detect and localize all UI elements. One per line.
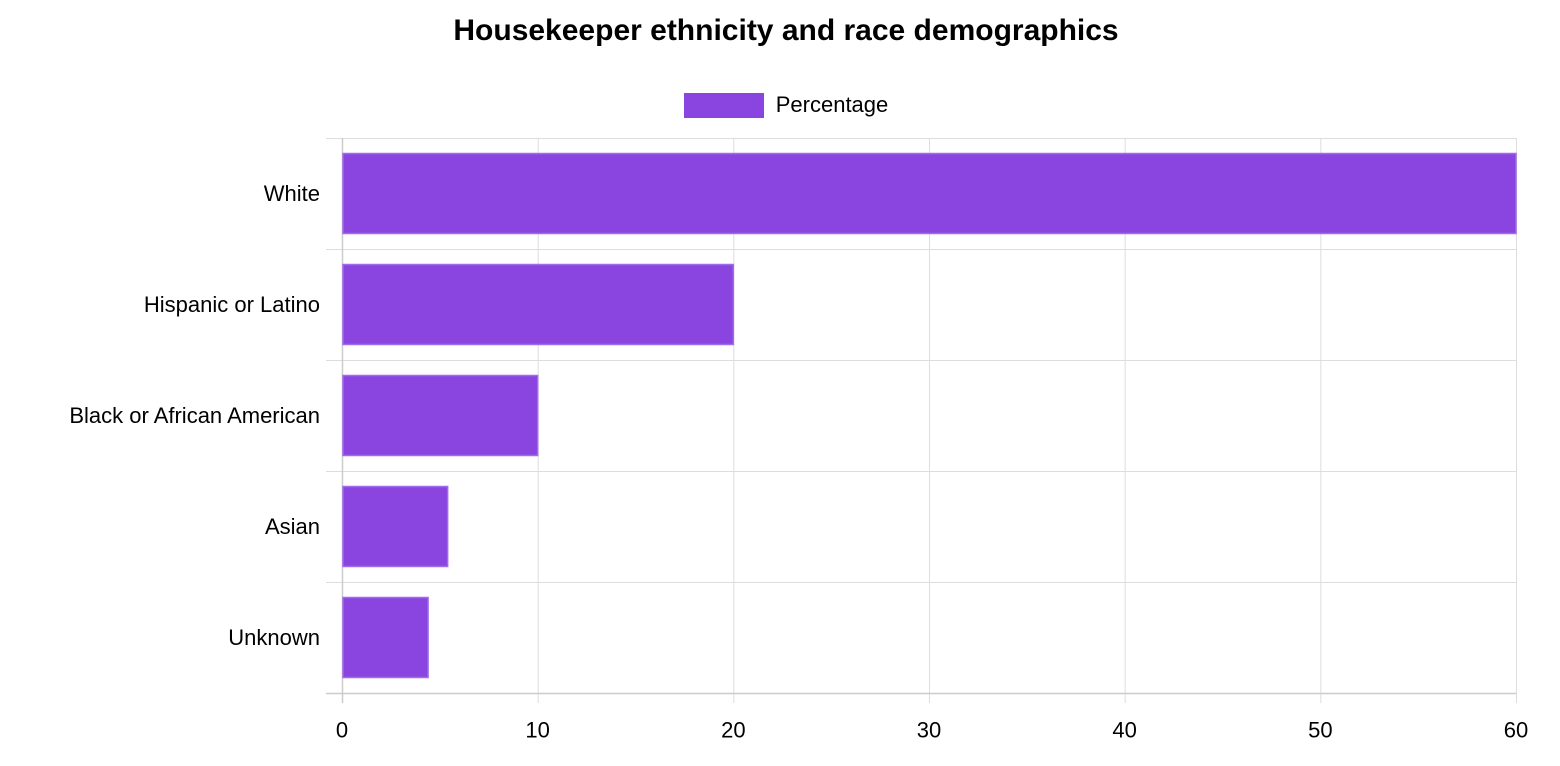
x-tick-label: 30 xyxy=(917,718,941,743)
x-tick-label: 50 xyxy=(1308,718,1332,743)
y-tick-label: Unknown xyxy=(228,625,320,650)
bar-asian xyxy=(342,485,449,568)
y-tick-label: Asian xyxy=(265,514,320,539)
x-tick-label: 10 xyxy=(525,718,549,743)
legend-swatch xyxy=(683,92,764,118)
legend[interactable]: Percentage xyxy=(0,92,1560,118)
y-tick-label: White xyxy=(264,181,320,206)
x-tick-label: 20 xyxy=(721,718,745,743)
x-tick-label: 40 xyxy=(1112,718,1136,743)
y-tick-label: Hispanic or Latino xyxy=(144,292,320,317)
chart-title: Housekeeper ethnicity and race demograph… xyxy=(453,14,1119,47)
bar-unknown xyxy=(342,596,429,679)
bar-white xyxy=(342,152,1517,235)
bar-black-or-african-american xyxy=(342,374,539,457)
x-tick-label: 60 xyxy=(1504,718,1528,743)
bar-hispanic-or-latino xyxy=(342,263,735,346)
legend-label: Percentage xyxy=(775,92,889,117)
x-tick-label: 0 xyxy=(336,718,348,743)
y-tick-label: Black or African American xyxy=(69,403,320,428)
